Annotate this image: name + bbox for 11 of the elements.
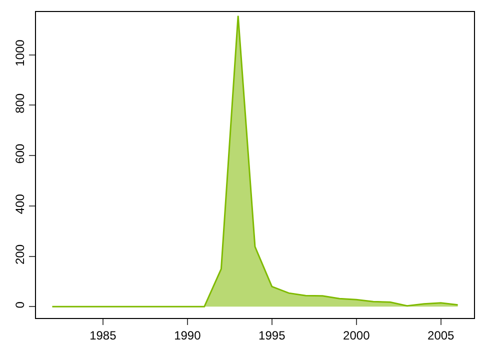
- y-tick-label: 0: [13, 301, 28, 308]
- x-tick-label: 2000: [343, 328, 370, 342]
- x-tick-label: 1995: [258, 328, 286, 342]
- y-tick-label: 1000: [13, 39, 28, 66]
- x-tick-label: 1990: [174, 328, 202, 342]
- y-tick-label: 800: [13, 93, 28, 114]
- y-tick-label: 600: [13, 143, 28, 164]
- x-tick-label: 1985: [90, 328, 117, 342]
- x-tick-label: 2005: [428, 328, 455, 342]
- y-tick-label: 200: [13, 244, 28, 265]
- y-tick-label: 400: [13, 194, 28, 214]
